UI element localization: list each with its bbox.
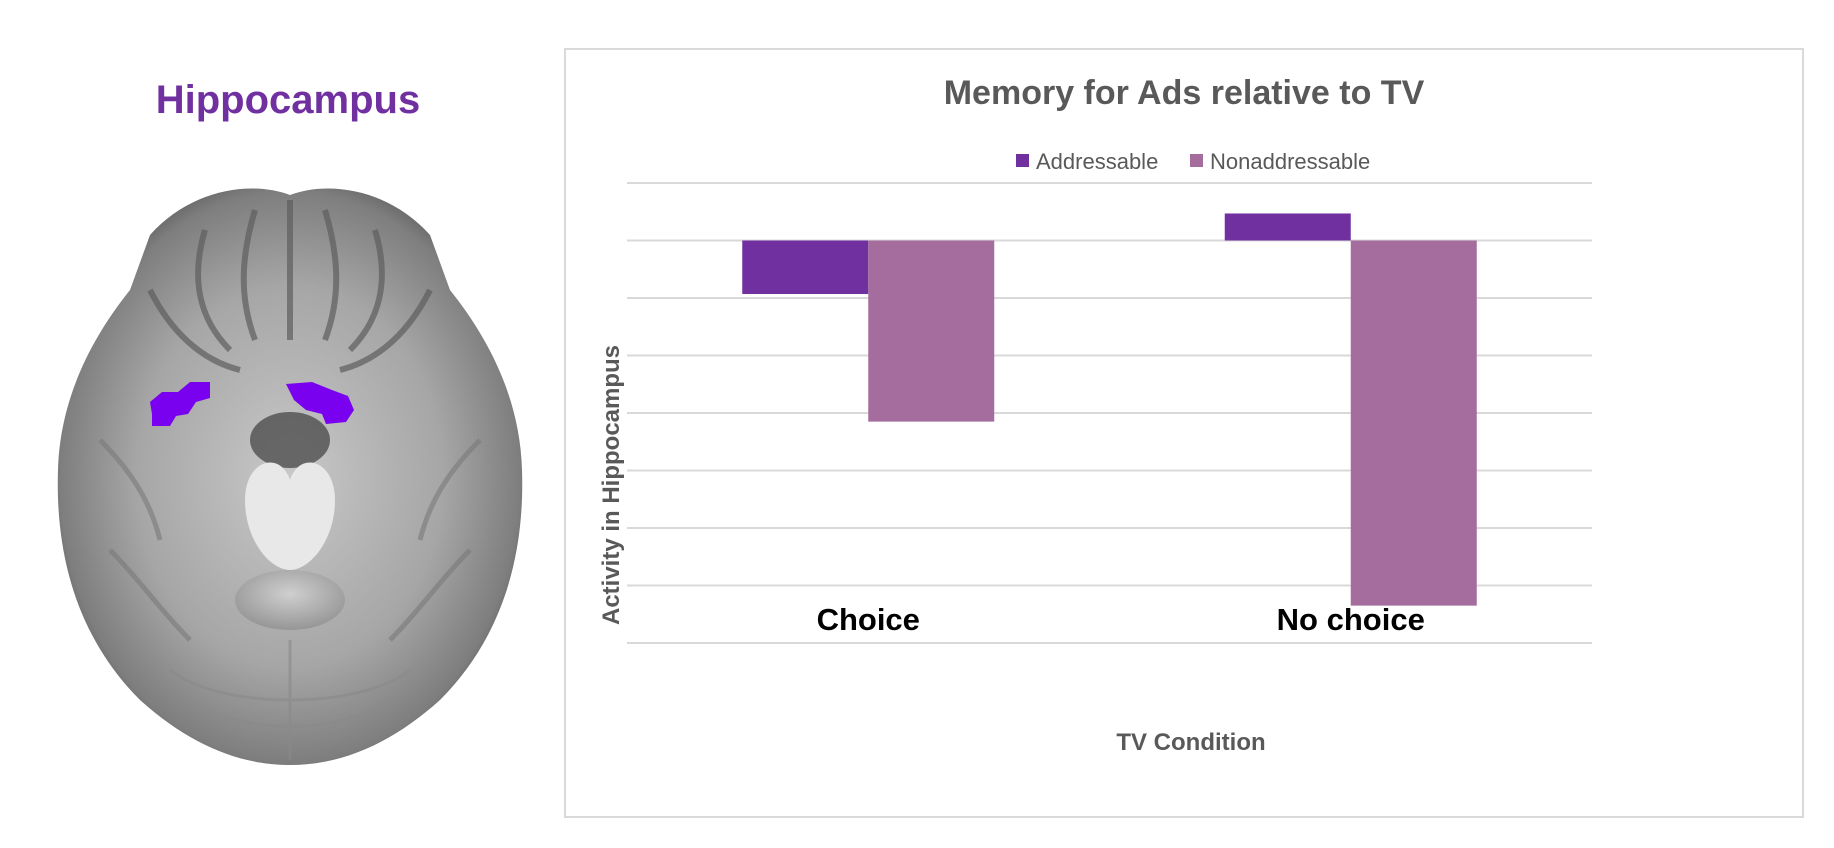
brain-region-title: Hippocampus	[155, 78, 421, 122]
right-hippocampus-region	[286, 382, 354, 424]
hippocampus-highlight	[150, 382, 354, 426]
chart-frame: Memory for Ads relative to TV Addressabl…	[564, 48, 1804, 818]
legend: Addressable Nonaddressable	[1016, 149, 1370, 174]
left-hippocampus-region	[150, 382, 210, 426]
category-labels: Choice No choice	[817, 602, 1425, 637]
brainstem	[235, 412, 345, 630]
x-axis-title: TV Condition	[1116, 729, 1265, 756]
brain-scan-image	[57, 188, 523, 765]
legend-swatch-nonaddressable	[1190, 154, 1203, 167]
chart-title: Memory for Ads relative to TV	[944, 74, 1425, 112]
bar-chart: Memory for Ads relative to TV Addressabl…	[598, 74, 1592, 756]
temporal-folds	[98, 438, 482, 642]
legend-label-addressable: Addressable	[1036, 149, 1158, 174]
bar-addressable-choice	[742, 240, 869, 294]
category-label: Choice	[817, 602, 920, 637]
bar-addressable-no-choice	[1224, 213, 1351, 241]
cerebellum-folds	[169, 640, 411, 760]
category-label: No choice	[1277, 602, 1425, 637]
bar-nonaddressable-choice	[868, 240, 995, 422]
y-axis-title: Activity in Hippocampus	[598, 345, 625, 625]
bars	[742, 213, 1477, 606]
legend-label-nonaddressable: Nonaddressable	[1210, 149, 1370, 174]
legend-swatch-addressable	[1016, 154, 1029, 167]
frontal-lobe-folds	[147, 200, 433, 373]
bar-nonaddressable-no-choice	[1350, 240, 1477, 606]
